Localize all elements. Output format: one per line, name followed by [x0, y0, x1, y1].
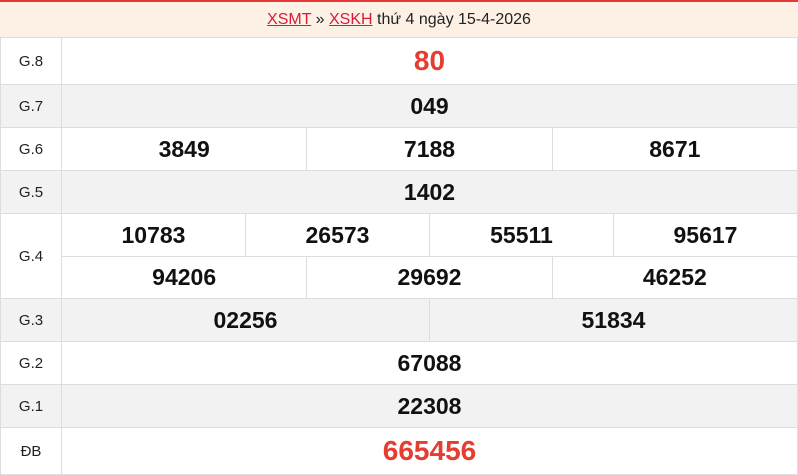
prize-label: G.5 [1, 171, 62, 213]
breadcrumb-separator: » [311, 11, 329, 28]
prize-values: 22308 [62, 385, 797, 427]
prize-row: G.7 049 [1, 85, 797, 128]
prize-line: 1402 [62, 171, 797, 213]
prize-number: 10783 [121, 221, 186, 248]
prize-row: G.3 02256 51834 [1, 299, 797, 342]
prize-label: G.4 [1, 214, 62, 298]
prize-number: 67088 [397, 349, 462, 376]
prize-line: 94206 29692 46252 [62, 256, 797, 298]
prize-row: G.5 1402 [1, 171, 797, 214]
prize-number: 29692 [306, 257, 551, 298]
prize-label: G.3 [1, 299, 62, 341]
prize-values: 3849 7188 8671 [62, 128, 797, 170]
prize-values: 80 [62, 38, 797, 84]
prize-number: 95617 [613, 214, 797, 256]
prize-number: 3849 [158, 135, 210, 162]
prize-line: 67088 [62, 342, 797, 384]
prize-line: 22308 [62, 385, 797, 427]
prize-label: G.7 [1, 85, 62, 127]
prize-label: G.1 [1, 385, 62, 427]
prize-values: 02256 51834 [62, 299, 797, 341]
prize-number: 02256 [213, 306, 278, 333]
prize-number: 26573 [245, 214, 429, 256]
prize-number: 46252 [551, 257, 797, 298]
prize-values: 67088 [62, 342, 797, 384]
prize-values: 049 [62, 85, 797, 127]
prize-label: G.6 [1, 128, 62, 170]
prize-line: 02256 51834 [62, 299, 797, 341]
prize-number: 80 [413, 45, 446, 76]
prize-row: G.1 22308 [1, 385, 797, 428]
prize-values: 1402 [62, 171, 797, 213]
prize-number: 22308 [397, 392, 462, 419]
xskh-link[interactable]: XSKH [329, 11, 373, 28]
prize-row: ĐB 665456 [1, 428, 797, 475]
prize-label: G.8 [1, 38, 62, 84]
prize-number: 7188 [306, 128, 551, 170]
prize-line: 10783 26573 55511 95617 [62, 214, 797, 256]
prize-number: 55511 [429, 214, 613, 256]
prize-values: 10783 26573 55511 95617 94206 29692 46252 [62, 214, 797, 298]
prize-row: G.4 10783 26573 55511 95617 94206 29692 46252 [1, 214, 797, 299]
prize-number: 1402 [403, 178, 456, 205]
draw-date: thứ 4 ngày 15-4-2026 [372, 11, 531, 28]
prize-label: ĐB [1, 428, 62, 474]
prize-number: 8671 [551, 128, 797, 170]
prize-values: 665456 [62, 428, 797, 474]
prize-row: G.8 80 [1, 38, 797, 85]
prize-number: 049 [410, 92, 449, 119]
prize-line: 049 [62, 85, 797, 127]
xsmt-link[interactable]: XSMT [267, 11, 312, 28]
prize-line: 3849 7188 8671 [62, 128, 797, 170]
prize-label: G.2 [1, 342, 62, 384]
prize-row: G.6 3849 7188 8671 [1, 128, 797, 171]
prize-number: 51834 [429, 299, 797, 341]
prize-number: 665456 [382, 435, 477, 466]
prize-row: G.2 67088 [1, 342, 797, 385]
breadcrumb-header: XSMT » XSKH thứ 4 ngày 15-4-2026 [0, 0, 798, 38]
results-table: G.8 80 G.7 049 G.6 3849 7188 8671 G.5 1402 G.4 1078… [0, 38, 798, 475]
prize-line: 665456 [62, 428, 797, 474]
prize-line: 80 [62, 38, 797, 84]
prize-number: 94206 [152, 264, 217, 290]
